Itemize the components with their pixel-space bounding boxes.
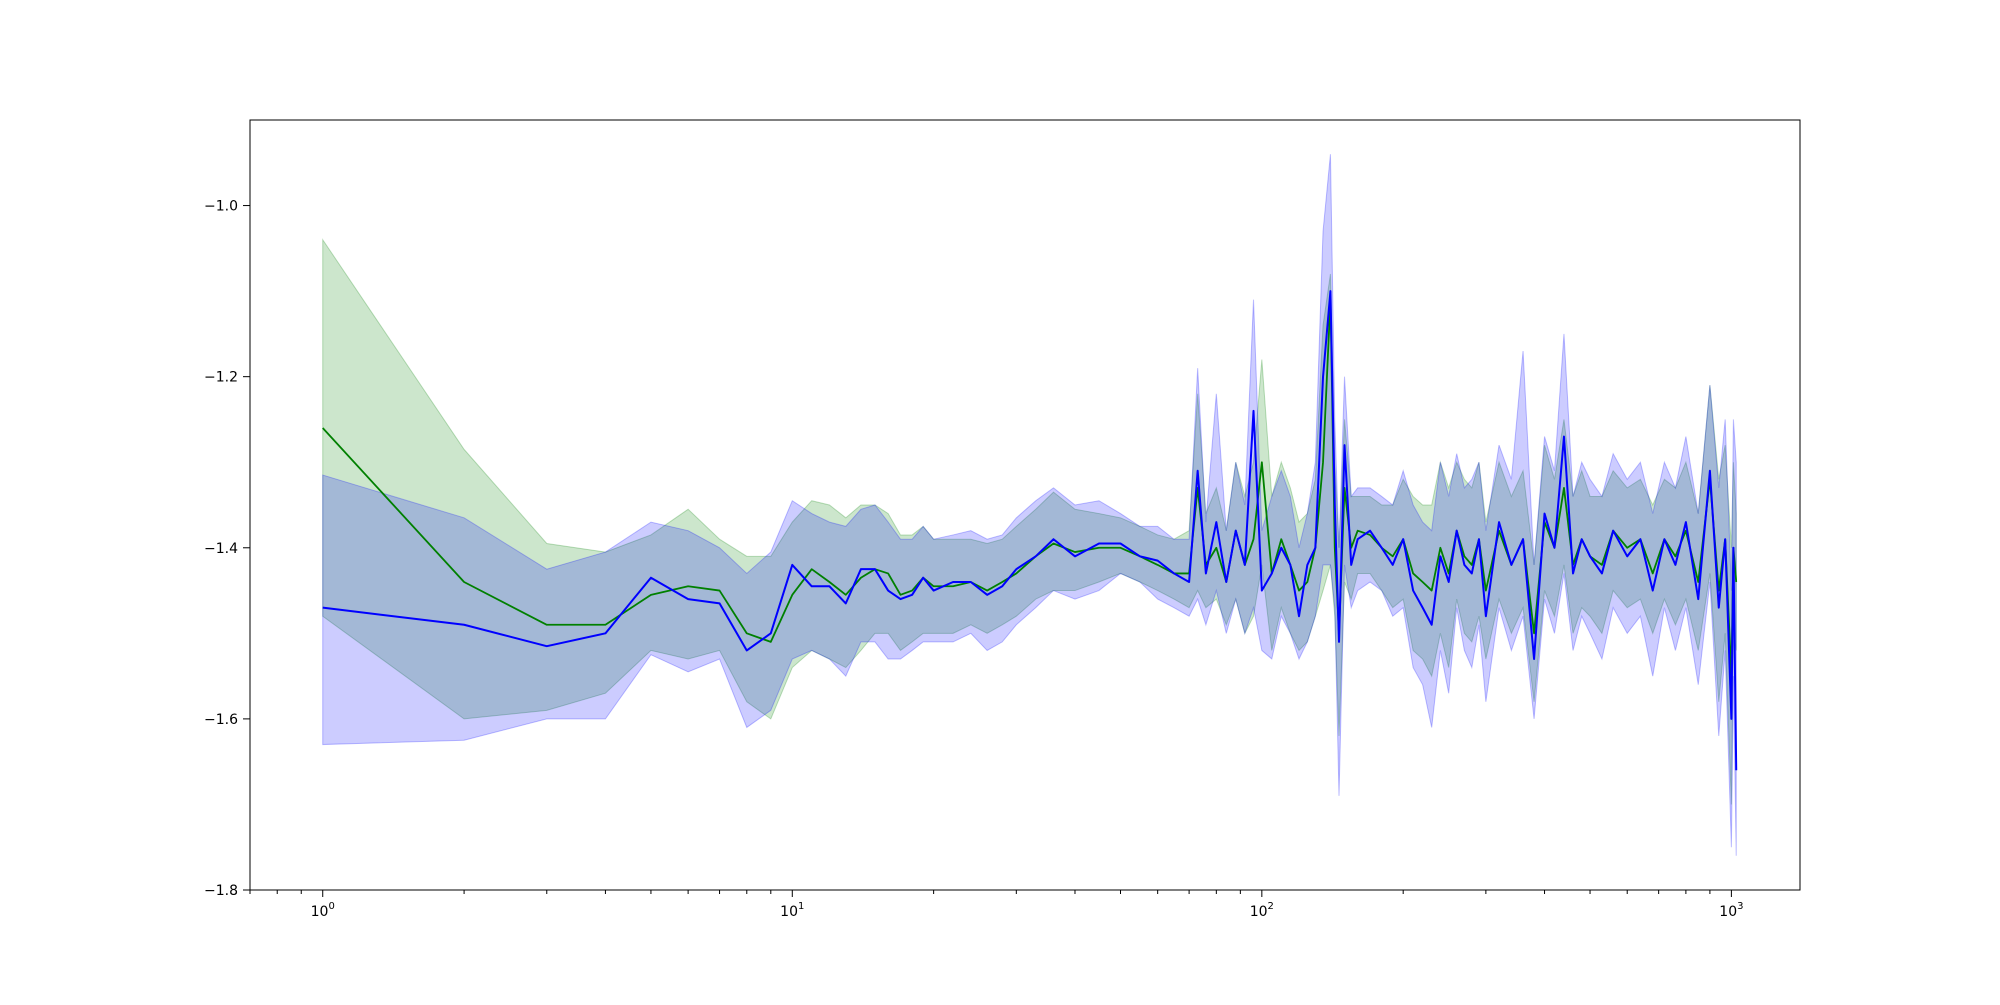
plot-frame [249, 119, 1801, 891]
series-2-line [322, 290, 1738, 771]
y-tick-label: −1.8 [204, 883, 238, 899]
series-1-band [322, 238, 1737, 805]
x-tick-label: 102 [1250, 901, 1274, 920]
y-tick-label: −1.2 [204, 370, 238, 386]
x-tick-label: 103 [1719, 901, 1743, 920]
x-tick-label: 100 [311, 901, 335, 920]
series-2-band [322, 154, 1737, 856]
y-tick-label: −1.0 [204, 199, 238, 215]
x-tick-label: 101 [780, 901, 804, 920]
bands-layer [322, 154, 1737, 856]
y-tick-label: −1.6 [204, 712, 238, 728]
lines-layer [322, 290, 1738, 771]
y-tick-label: −1.4 [204, 541, 238, 557]
ticks-layer: 100 101 102 103 −1.8 −1.6 −1.4 −1.2 −1.0 [204, 199, 1743, 920]
